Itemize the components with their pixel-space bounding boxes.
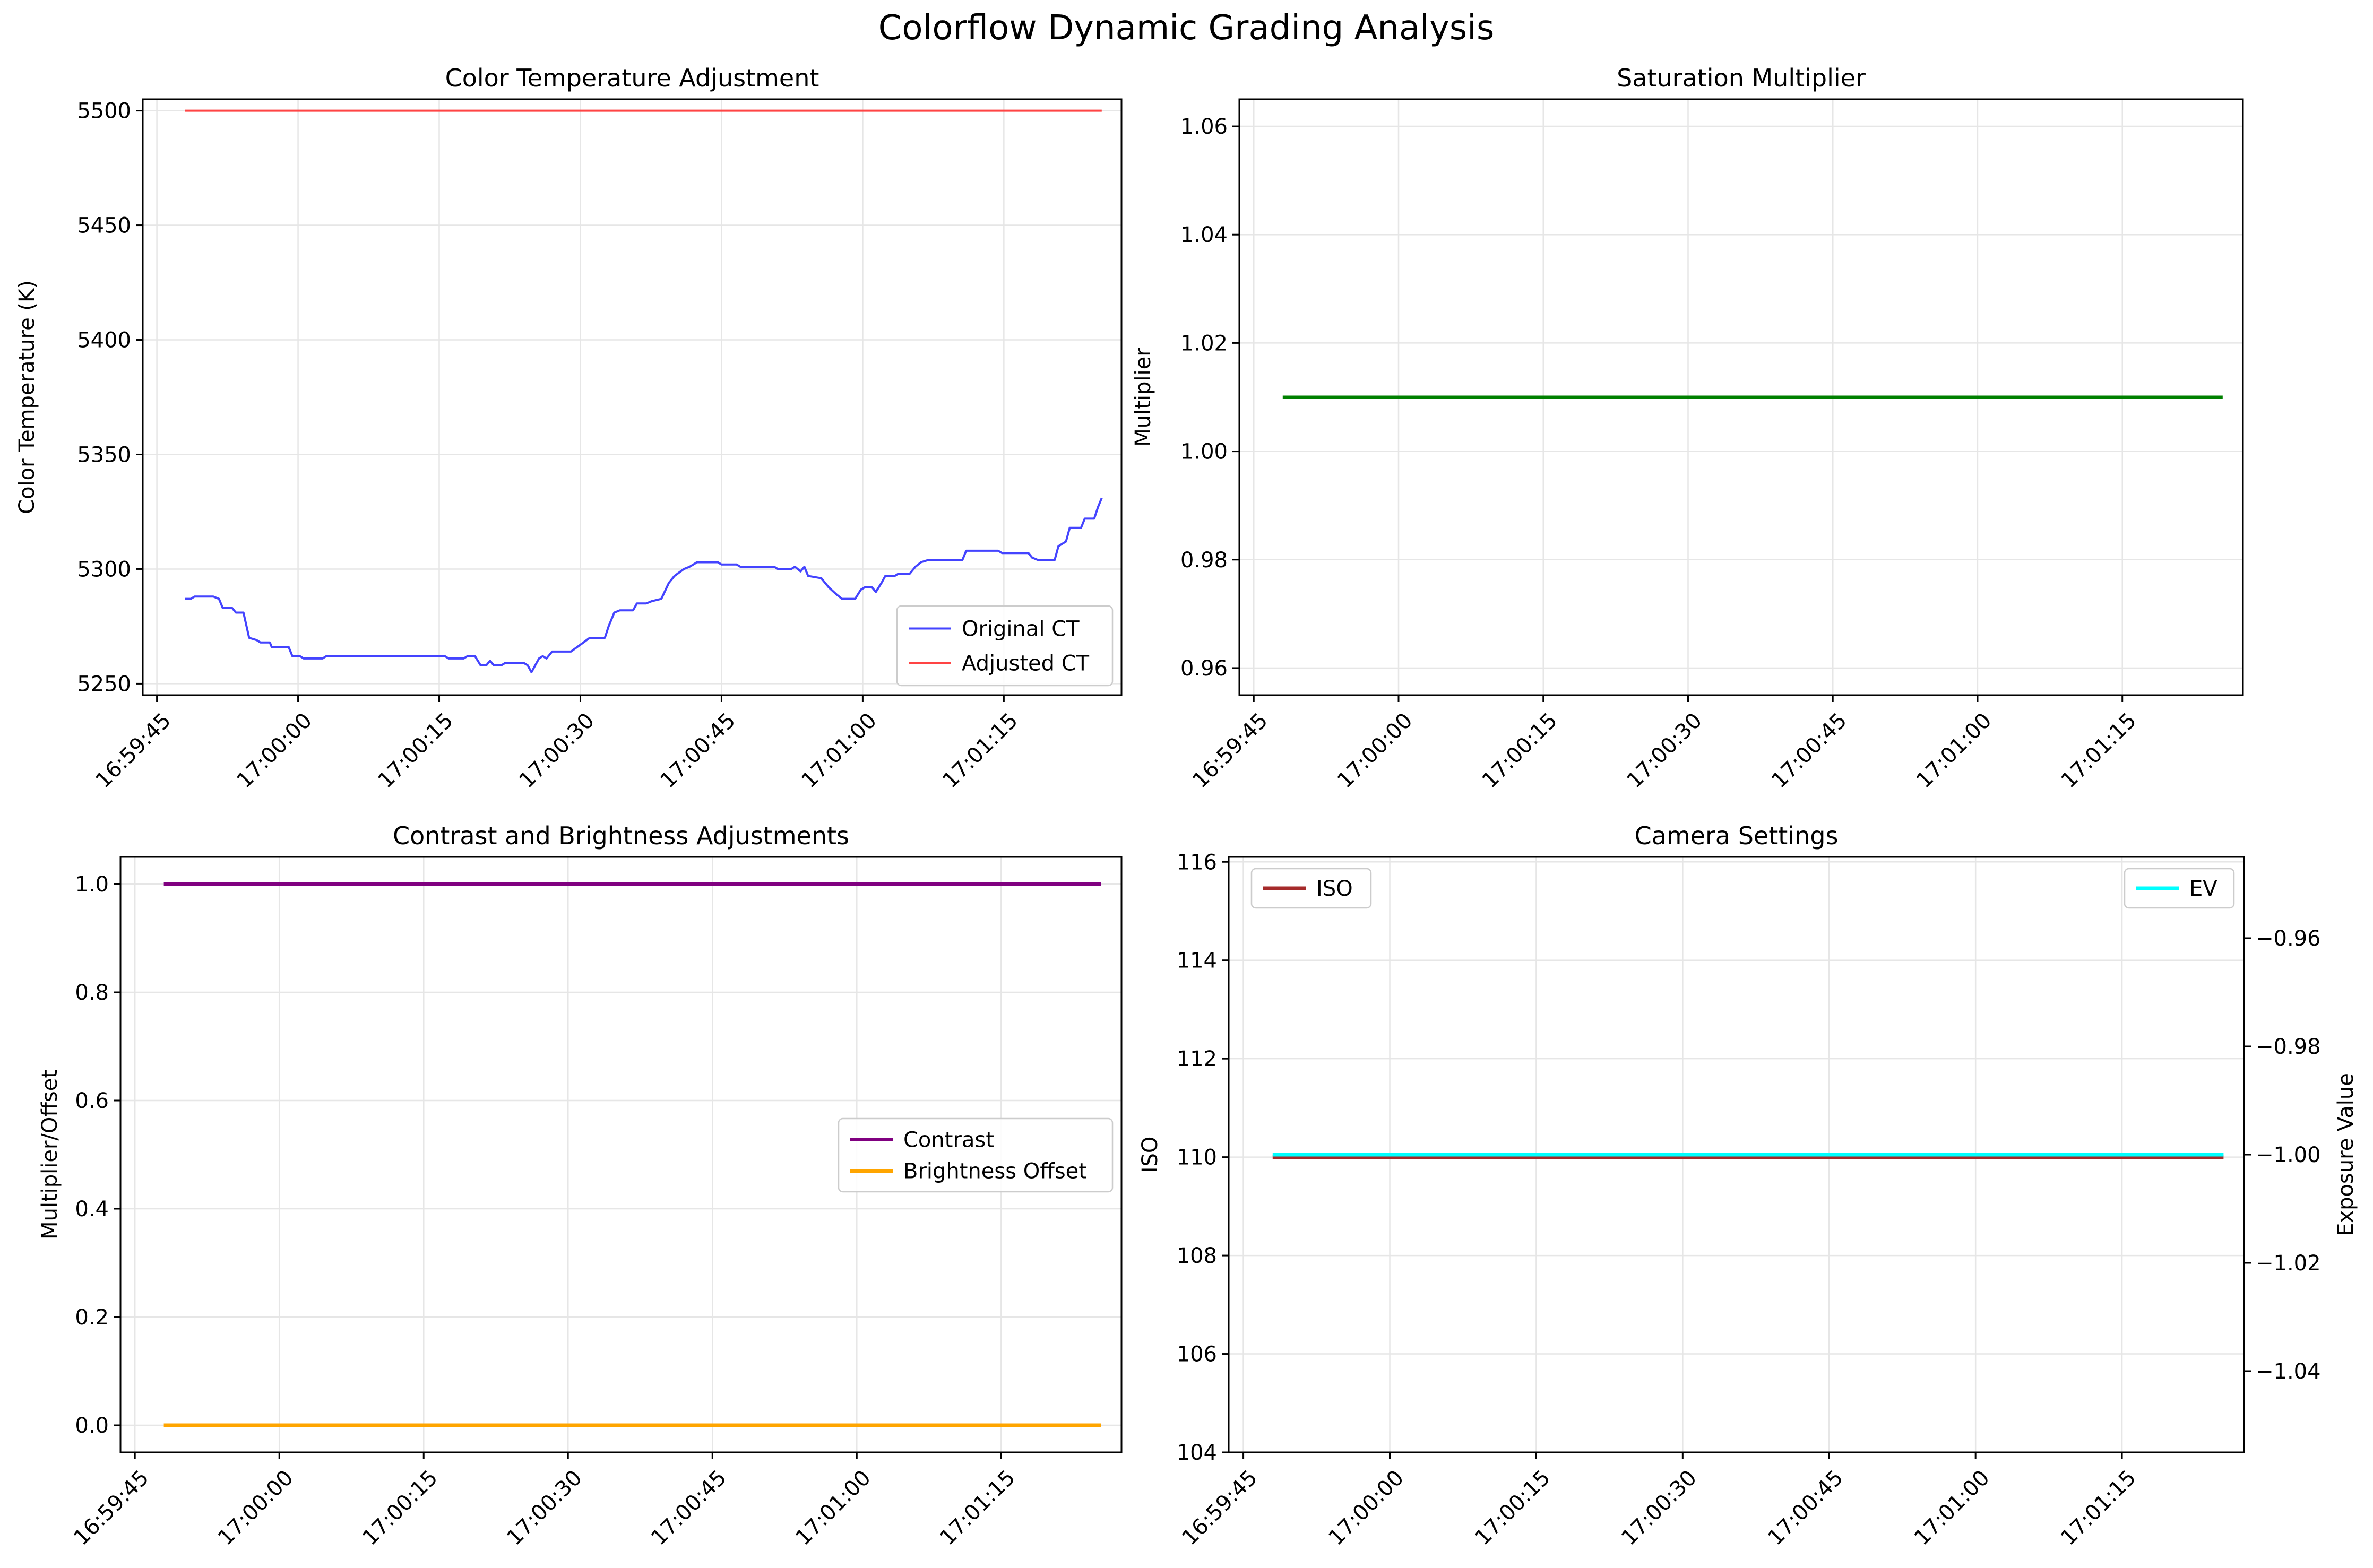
subplot-title: Saturation Multiplier [1617,64,1866,92]
y-tick-label: 5350 [77,443,131,467]
y2-tick-label: −0.96 [2256,926,2321,951]
legend-label: EV [2189,877,2217,901]
y-tick-label: 116 [1177,850,1217,874]
axes-frame [1238,98,2244,696]
axes-frame [142,98,1123,696]
y-tick-label: 0.0 [75,1414,109,1438]
axes-frame [119,856,1123,1453]
y-tick-label: 104 [1177,1441,1217,1465]
y2-axis-label: Exposure Value [2334,1073,2358,1236]
y-tick-label: 110 [1177,1146,1217,1170]
legend-label: Brightness Offset [903,1159,1087,1184]
y-axis-label: Multiplier [1131,348,1155,447]
y-tick-label: 5500 [77,99,131,124]
legend-secondary: EV [2124,868,2235,909]
y-axis-label: Multiplier/Offset [38,1070,62,1240]
y-tick-label: 108 [1177,1244,1217,1268]
y2-tick-label: −0.98 [2256,1035,2321,1059]
y-tick-label: 0.4 [75,1197,109,1222]
legend: Contrast Brightness Offset [838,1117,1114,1193]
y-tick-label: 5400 [77,328,131,353]
y-axis-label: ISO [1138,1137,1162,1173]
legend-box [838,1117,1114,1193]
y2-tick-label: −1.00 [2256,1143,2321,1167]
subplot-title: Camera Settings [1635,821,1839,850]
legend-box [896,605,1114,687]
legend-label: Contrast [903,1128,994,1153]
y-tick-label: 0.6 [75,1089,109,1113]
legend-label: Original CT [962,617,1080,642]
y2-tick-label: −1.02 [2256,1251,2321,1276]
series-line-original-ct [185,497,1103,673]
y-tick-label: 1.00 [1180,440,1228,464]
y-tick-label: 106 [1177,1342,1217,1367]
y-axis-label: Color Temperature (K) [15,280,39,514]
figure-title: Colorflow Dynamic Grading Analysis [878,8,1495,48]
subplot-title: Color Temperature Adjustment [445,64,819,92]
y-tick-label: 0.98 [1180,548,1228,573]
y-tick-label: 1.02 [1180,331,1228,356]
subplot-title: Contrast and Brightness Adjustments [393,821,849,850]
legend-label: Adjusted CT [962,652,1090,676]
y-tick-label: 5300 [77,557,131,582]
y-tick-label: 0.96 [1180,656,1228,681]
y-tick-label: 114 [1177,949,1217,973]
legend: Original CT Adjusted CT [896,605,1114,687]
y-tick-label: 0.2 [75,1305,109,1330]
y-tick-label: 5450 [77,214,131,238]
y-tick-label: 1.04 [1180,223,1228,247]
y-tick-label: 0.8 [75,981,109,1005]
y-tick-label: 1.0 [75,872,109,897]
y-tick-label: 1.06 [1180,115,1228,139]
legend-box [2124,868,2235,909]
legend-box [1250,868,1372,909]
legend: ISO [1250,868,1372,909]
y-tick-label: 5250 [77,672,131,696]
y-tick-label: 112 [1177,1047,1217,1071]
legend-label: ISO [1316,877,1353,901]
y2-tick-label: −1.04 [2256,1359,2321,1384]
